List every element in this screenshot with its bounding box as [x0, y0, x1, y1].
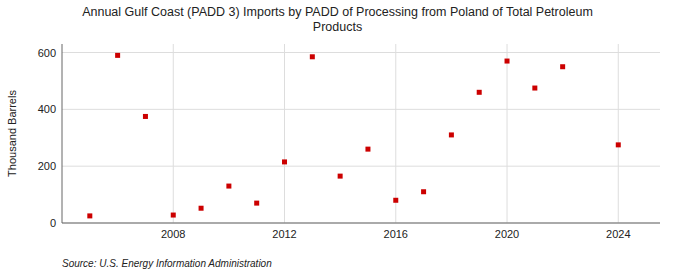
- x-tick-label: 2016: [384, 228, 408, 240]
- point: [282, 159, 287, 164]
- x-tick-label: 2020: [495, 228, 519, 240]
- y-tick-label: 400: [38, 103, 56, 115]
- point: [310, 54, 315, 59]
- grid-line-x: [173, 44, 174, 223]
- point: [560, 64, 565, 69]
- grid-line-x: [284, 44, 285, 223]
- point: [338, 174, 343, 179]
- y-axis-line: [62, 44, 63, 223]
- y-tick-label: 600: [38, 47, 56, 59]
- point: [421, 189, 426, 194]
- grid-line-y: [62, 223, 660, 224]
- x-tick-label: 2008: [161, 228, 185, 240]
- source: Source: U.S. Energy Information Administ…: [62, 258, 272, 269]
- point: [87, 213, 92, 218]
- point: [171, 213, 176, 218]
- grid-line-x: [507, 44, 508, 223]
- y-tick-label: 0: [50, 217, 56, 229]
- x-tick-label: 2012: [272, 228, 296, 240]
- grid-line-y: [62, 109, 660, 110]
- grid-line-y: [62, 52, 660, 53]
- chart: Annual Gulf Coast (PADD 3) Imports by PA…: [0, 0, 675, 275]
- point: [143, 114, 148, 119]
- y-axis-label: Thousand Barrels: [6, 90, 18, 177]
- point: [115, 53, 120, 58]
- grid: [62, 44, 660, 223]
- grid-line-y: [62, 166, 660, 167]
- points: [87, 53, 620, 219]
- grid-line-x: [618, 44, 619, 223]
- grid-line-x: [395, 44, 396, 223]
- point: [365, 147, 370, 152]
- point: [449, 132, 454, 137]
- point: [532, 86, 537, 91]
- point: [199, 206, 204, 211]
- point: [393, 198, 398, 203]
- point: [505, 59, 510, 64]
- y-tick-label: 200: [38, 160, 56, 172]
- point: [477, 90, 482, 95]
- point: [226, 184, 231, 189]
- point: [616, 142, 621, 147]
- point: [254, 201, 259, 206]
- title: Annual Gulf Coast (PADD 3) Imports by PA…: [82, 5, 593, 34]
- x-tick-label: 2024: [606, 228, 630, 240]
- x-axis-line: [62, 223, 660, 224]
